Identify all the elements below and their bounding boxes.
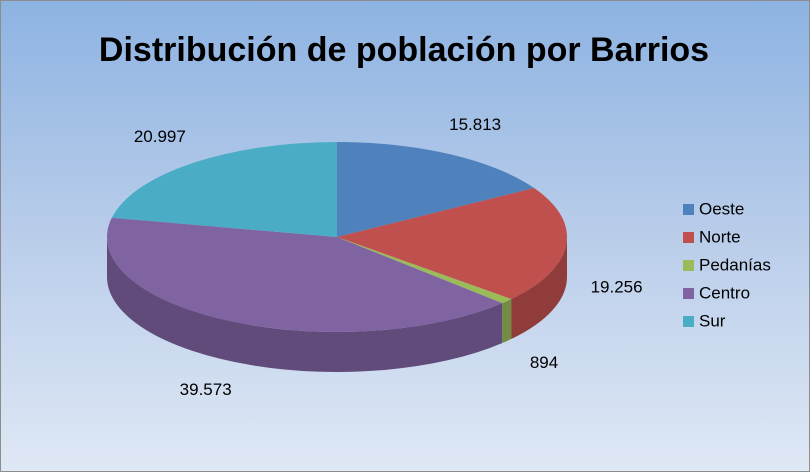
- slice: [337, 188, 567, 300]
- data-label: 20.997: [134, 127, 186, 146]
- legend-swatch: [683, 288, 694, 299]
- data-label: 894: [530, 353, 558, 372]
- data-label: 39.573: [180, 380, 232, 399]
- slice: [111, 142, 337, 237]
- legend-label: Norte: [699, 227, 741, 246]
- legend-label: Oeste: [699, 199, 744, 218]
- chart-title: Distribución de población por Barrios: [99, 31, 709, 69]
- legend-swatch: [683, 204, 694, 215]
- legend-swatch: [683, 232, 694, 243]
- legend-swatch: [683, 260, 694, 271]
- slice: [337, 142, 535, 237]
- data-label: 19.256: [591, 277, 643, 296]
- legend-label: Pedanías: [699, 255, 771, 274]
- slice-side: [107, 237, 503, 373]
- legend-swatch: [683, 316, 694, 327]
- slice-side: [511, 237, 567, 340]
- slice-side: [502, 299, 512, 344]
- slice: [107, 217, 503, 332]
- slice: [337, 237, 512, 304]
- data-label: 15.813: [449, 115, 501, 134]
- legend-label: Sur: [699, 311, 726, 330]
- legend-label: Centro: [699, 283, 750, 302]
